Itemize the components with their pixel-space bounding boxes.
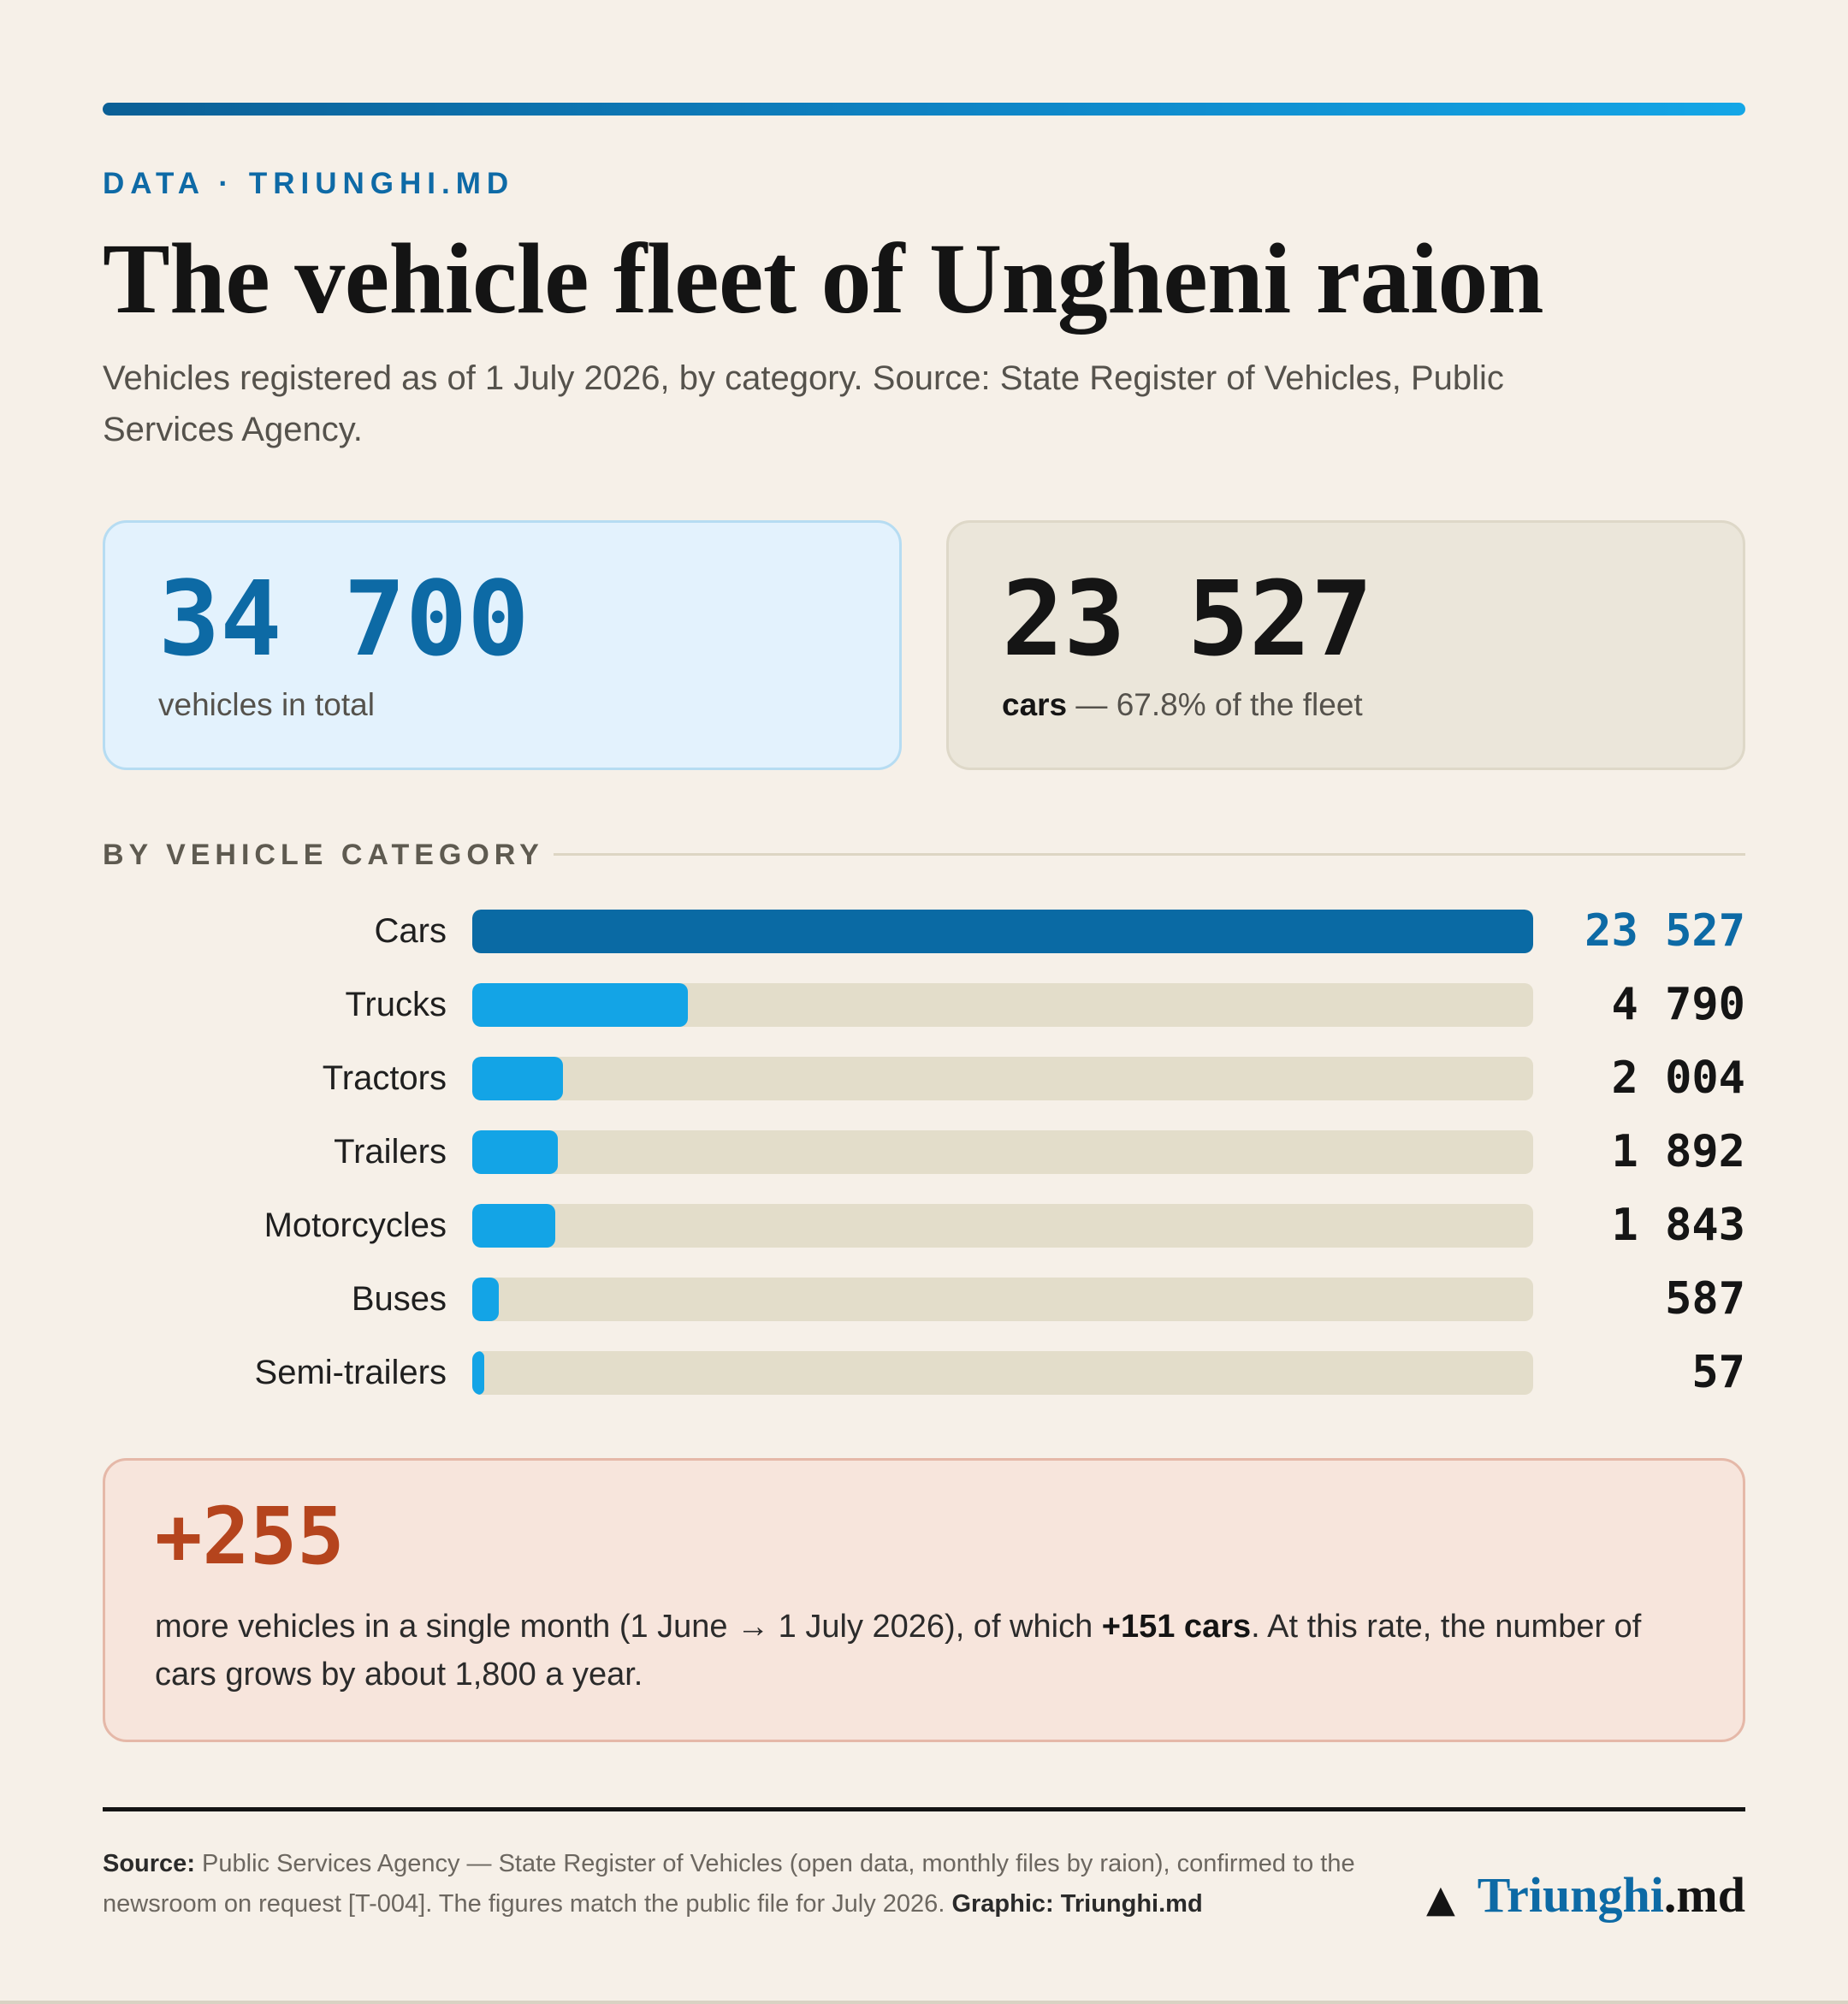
brand-logo[interactable]: ▲ Triunghi.md <box>1426 1865 1745 1925</box>
bottom-edge <box>0 2001 1848 2004</box>
bar-value-cars: 23 527 <box>1584 905 1745 957</box>
kicker: DATA · TRIUNGHI.MD <box>103 167 515 200</box>
cars-label-share: — 67.8% of the fleet <box>1067 687 1363 722</box>
bar-track-buses <box>472 1278 1533 1321</box>
bar-track-tractors <box>472 1057 1533 1100</box>
subtitle: Vehicles registered as of 1 July 2026, b… <box>103 359 1504 448</box>
bar-row-cars: Cars 23 527 <box>103 907 1745 955</box>
section-divider <box>554 853 1745 856</box>
infographic: DATA · TRIUNGHI.MD The vehicle fleet of … <box>103 0 1745 2004</box>
bar-row-buses: Buses 587 <box>103 1275 1745 1323</box>
bar-value-buses: 587 <box>1665 1273 1745 1325</box>
bar-row-tractors: Tractors 2 004 <box>103 1054 1745 1102</box>
bar-value-semi-trailers: 57 <box>1691 1347 1745 1398</box>
triangle-icon: ▲ <box>1425 1877 1455 1921</box>
bar-value-tractors: 2 004 <box>1611 1052 1745 1104</box>
bar-track-cars <box>472 910 1533 953</box>
monthly-growth-callout: +255 more vehicles in a single month (1 … <box>103 1458 1745 1742</box>
bar-value-trucks: 4 790 <box>1611 979 1745 1030</box>
bar-semi-trailers <box>472 1351 484 1395</box>
callout-value: +255 <box>155 1491 345 1582</box>
footer-source: Source: Public Services Agency — State R… <box>103 1844 1403 1924</box>
source-text: Public Services Agency — State Register … <box>103 1850 1355 1918</box>
total-vehicles-label: vehicles in total <box>158 687 375 722</box>
footer-divider <box>103 1807 1745 1811</box>
bar-label-motorcycles: Motorcycles <box>264 1207 447 1244</box>
bar-row-motorcycles: Motorcycles 1 843 <box>103 1201 1745 1249</box>
cars-label-strong: cars <box>1002 687 1068 722</box>
cars-card: 23 527 cars — 67.8% of the fleet <box>946 520 1745 770</box>
bar-trucks <box>472 983 688 1027</box>
bar-label-semi-trailers: Semi-trailers <box>254 1354 447 1391</box>
bar-row-trucks: Trucks 4 790 <box>103 981 1745 1029</box>
bar-value-trailers: 1 892 <box>1611 1126 1745 1177</box>
brand-tld: .md <box>1663 1867 1745 1923</box>
bar-label-trailers: Trailers <box>334 1133 447 1171</box>
cars-value: 23 527 <box>1002 560 1373 679</box>
bar-label-buses: Buses <box>351 1280 447 1318</box>
bar-label-tractors: Tractors <box>322 1059 447 1097</box>
bar-label-trucks: Trucks <box>345 986 447 1023</box>
total-vehicles-card: 34 700 vehicles in total <box>103 520 902 770</box>
bar-label-cars: Cars <box>374 912 447 950</box>
bar-buses <box>472 1278 499 1321</box>
source-label: Source: <box>103 1850 195 1877</box>
bar-value-motorcycles: 1 843 <box>1611 1200 1745 1251</box>
section-heading: BY VEHICLE CATEGORY <box>103 839 544 871</box>
brand-name: Triunghi <box>1477 1867 1664 1923</box>
bar-row-semi-trailers: Semi-trailers 57 <box>103 1349 1745 1396</box>
bar-trailers <box>472 1130 558 1174</box>
category-bar-chart: Cars 23 527 Trucks 4 790 Tractors 2 004 Traile… <box>103 907 1745 1420</box>
graphic-credit: Graphic: Triunghi.md <box>951 1890 1203 1918</box>
bar-motorcycles <box>472 1204 555 1248</box>
callout-text-after: . At this rate, the number of cars grows… <box>155 1609 1642 1693</box>
bar-track-trucks <box>472 983 1533 1027</box>
bar-track-motorcycles <box>472 1204 1533 1248</box>
callout-text: more vehicles in a single month (1 June … <box>155 1603 1703 1699</box>
page-title: The vehicle fleet of Ungheni raion <box>103 222 1543 335</box>
total-vehicles-value: 34 700 <box>158 560 530 679</box>
cars-label: cars — 67.8% of the fleet <box>1002 687 1363 723</box>
bar-track-semi-trailers <box>472 1351 1533 1395</box>
bar-row-trailers: Trailers 1 892 <box>103 1128 1745 1176</box>
callout-text-strong: +151 cars <box>1101 1609 1252 1645</box>
bar-tractors <box>472 1057 563 1100</box>
bar-track-trailers <box>472 1130 1533 1174</box>
top-accent-bar <box>103 103 1745 116</box>
callout-text-before: more vehicles in a single month (1 June … <box>155 1609 1102 1645</box>
bar-cars <box>472 910 1533 953</box>
